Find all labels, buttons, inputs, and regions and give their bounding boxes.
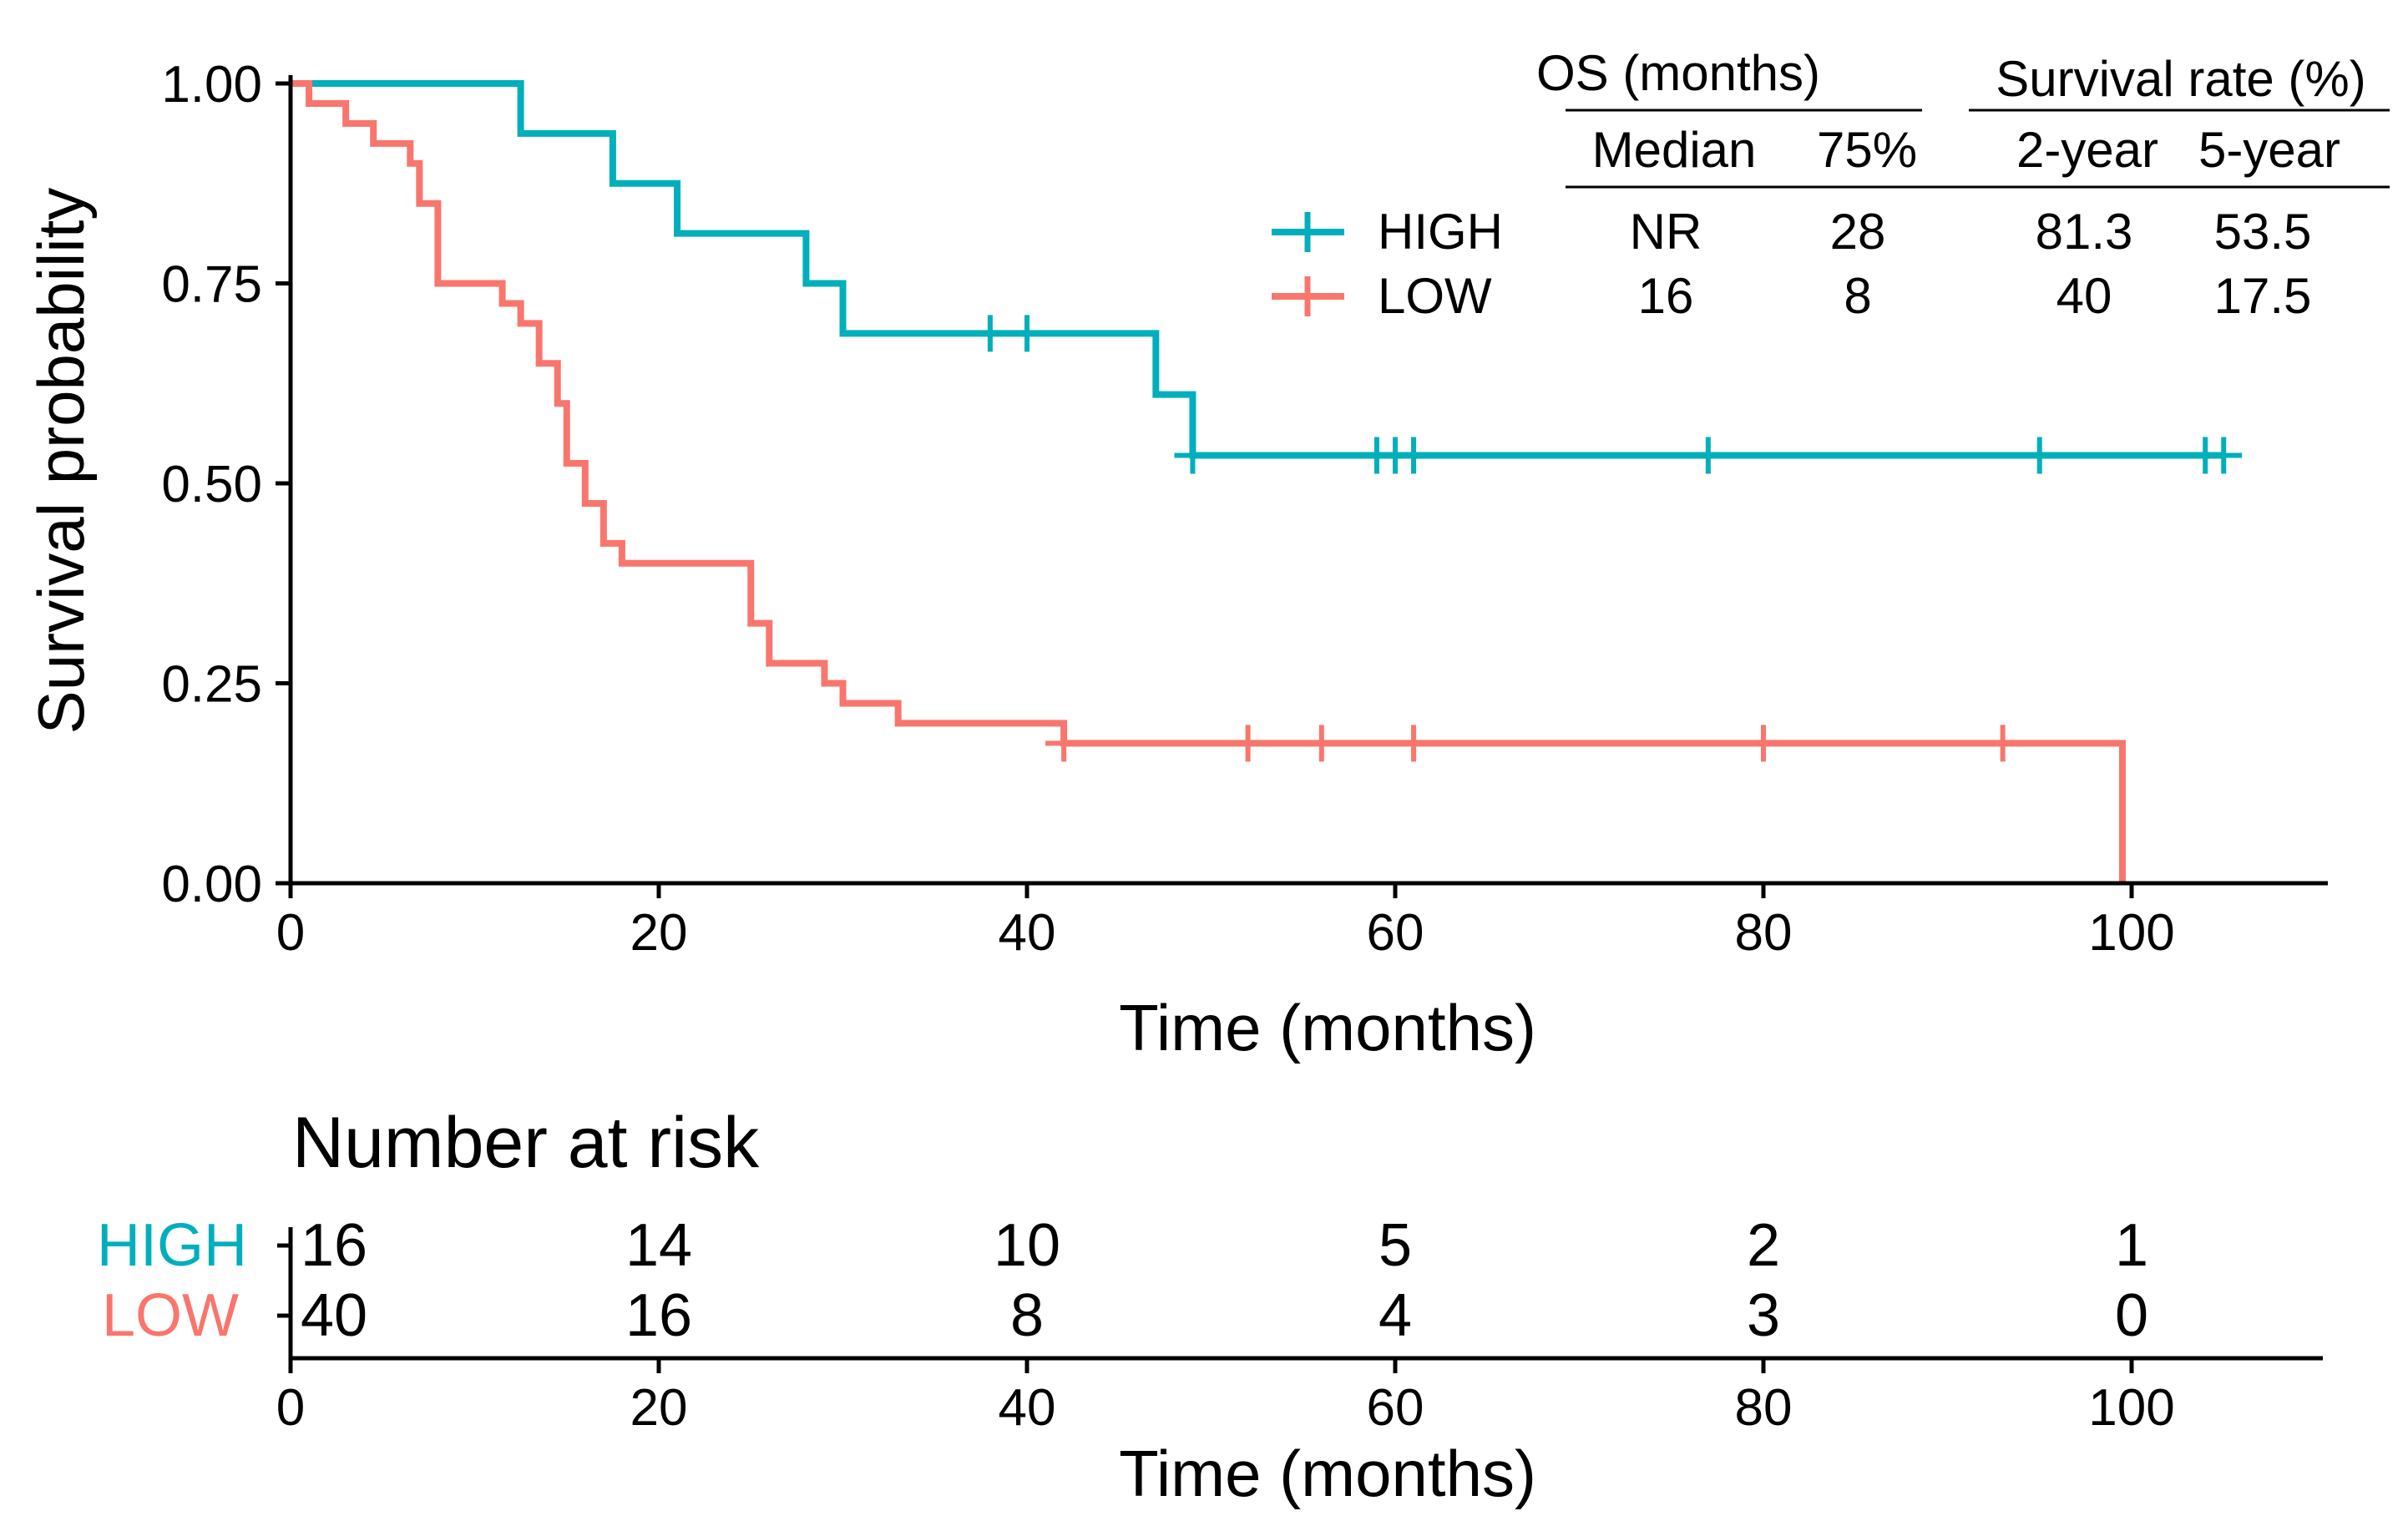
stat-high-2year: 81.3 bbox=[2036, 204, 2133, 260]
col-header-median: Median bbox=[1592, 122, 1757, 178]
stat-high-5year: 53.5 bbox=[2214, 204, 2312, 260]
risk-count-high: 14 bbox=[625, 1212, 692, 1279]
km-curve-low bbox=[291, 80, 2126, 883]
stat-high-median: NR bbox=[1630, 204, 1702, 260]
col-header-75: 75% bbox=[1817, 122, 1917, 178]
risk-x-tick-label: 20 bbox=[630, 1379, 688, 1437]
risk-x-tick-label: 0 bbox=[276, 1379, 305, 1437]
risk-count-high: 16 bbox=[301, 1212, 367, 1279]
risk-x-tick-label: 80 bbox=[1735, 1379, 1793, 1437]
risk-table-body: 16 14 10 5 2 140 16 8 4 3 00 20 40 60 80 100 bbox=[276, 1212, 2323, 1437]
risk-x-axis-title: Time (months) bbox=[1119, 1437, 1536, 1510]
risk-count-low: 40 bbox=[301, 1282, 367, 1349]
stats-table: OS (months) Survival rate (%) Median 75%… bbox=[1272, 45, 2390, 324]
x-tick-label: 0 bbox=[276, 904, 305, 962]
risk-count-low: 4 bbox=[1379, 1282, 1412, 1349]
risk-count-low: 16 bbox=[625, 1282, 692, 1349]
risk-count-low: 3 bbox=[1747, 1282, 1780, 1349]
legend-row-low: LOW 16 8 40 17.5 bbox=[1272, 268, 2311, 324]
km-plot: Survival probability 0.00 0.25 0.50 0.75 1.0… bbox=[24, 56, 2328, 1064]
stat-low-75: 8 bbox=[1844, 268, 1871, 324]
x-tick-label: 100 bbox=[2088, 904, 2174, 962]
risk-x-tick-label: 40 bbox=[999, 1379, 1056, 1437]
km-axes: 0.00 0.25 0.50 0.75 1.00 0 20 40 60 80 100 bbox=[161, 56, 2328, 962]
risk-x-tick-label: 60 bbox=[1367, 1379, 1424, 1437]
y-tick-label: 0.50 bbox=[161, 456, 262, 513]
risk-count-low: 8 bbox=[1010, 1282, 1044, 1349]
stat-high-75: 28 bbox=[1830, 204, 1886, 260]
risk-label-high: HIGH bbox=[97, 1212, 247, 1279]
risk-table: Number at risk HIGH LOW 16 14 10 5 2 140 16 8 4 3… bbox=[97, 1103, 2323, 1510]
risk-count-high: 10 bbox=[994, 1212, 1060, 1279]
legend-label-high: HIGH bbox=[1378, 204, 1503, 260]
legend-label-low: LOW bbox=[1378, 268, 1492, 324]
col-header-2year: 2-year bbox=[2016, 122, 2158, 178]
risk-count-high: 5 bbox=[1379, 1212, 1412, 1279]
x-tick-label: 60 bbox=[1367, 904, 1424, 962]
x-tick-label: 40 bbox=[999, 904, 1056, 962]
risk-count-high: 2 bbox=[1747, 1212, 1780, 1279]
km-curve-high bbox=[291, 80, 2224, 459]
risk-table-title: Number at risk bbox=[292, 1103, 760, 1183]
rate-header: Survival rate (%) bbox=[1996, 51, 2365, 107]
x-tick-label: 20 bbox=[630, 904, 688, 962]
x-axis-title: Time (months) bbox=[1119, 991, 1536, 1064]
stat-low-median: 16 bbox=[1638, 268, 1694, 324]
col-header-5year: 5-year bbox=[2198, 122, 2340, 178]
legend-row-high: HIGH NR 28 81.3 53.5 bbox=[1272, 204, 2311, 260]
y-tick-label: 0.00 bbox=[161, 856, 262, 913]
y-tick-label: 0.25 bbox=[161, 656, 262, 714]
risk-x-tick-label: 100 bbox=[2088, 1379, 2174, 1437]
os-header: OS (months) bbox=[1536, 45, 1820, 101]
y-axis-title: Survival probability bbox=[24, 188, 98, 735]
risk-count-low: 0 bbox=[2115, 1282, 2148, 1349]
risk-label-low: LOW bbox=[102, 1282, 239, 1349]
risk-count-high: 1 bbox=[2115, 1212, 2148, 1279]
stat-low-5year: 17.5 bbox=[2214, 268, 2312, 324]
y-tick-label: 1.00 bbox=[161, 56, 262, 114]
y-tick-label: 0.75 bbox=[161, 256, 262, 314]
stat-low-2year: 40 bbox=[2056, 268, 2112, 324]
km-series-layer bbox=[291, 80, 2243, 883]
x-tick-label: 80 bbox=[1735, 904, 1793, 962]
